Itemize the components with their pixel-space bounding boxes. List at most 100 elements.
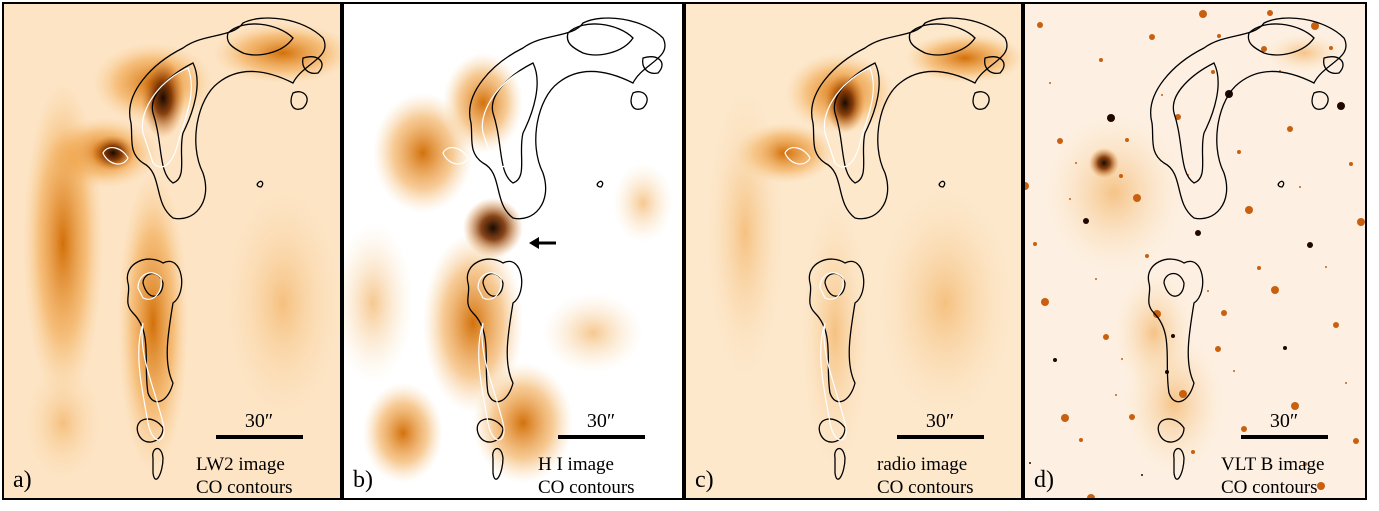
star [1103,334,1109,340]
star [1257,266,1261,270]
star [1287,126,1293,132]
emission [333,223,413,383]
panel-label: a) [13,467,32,493]
emission [223,183,343,423]
panel: 30″ b) H I imageCO contours [333,3,683,499]
panel-image [3,3,353,499]
star [1095,278,1097,280]
figure: 30″a)LW2 imageCO contours30″b)H I imageC… [0,0,1379,506]
scale-bar-label: 30″ [245,410,273,432]
star [1267,10,1273,16]
emission [1044,113,1184,273]
star [1217,34,1221,38]
emission [1264,33,1344,73]
star [1075,162,1077,164]
star [1161,94,1163,96]
emission [905,33,1025,83]
star [1337,102,1345,110]
star [1107,114,1115,122]
star [1079,438,1083,442]
star [1299,186,1301,188]
star [1345,382,1347,384]
panel-label: b) [353,467,373,493]
star [1261,46,1267,52]
star [1349,162,1353,166]
star [1325,266,1327,268]
star [1133,194,1141,202]
star [1195,230,1201,236]
star [1145,254,1149,258]
star [1211,70,1215,74]
star [1141,474,1143,476]
star [1215,346,1221,352]
panel: 30″ d) VLT B imageCO contours [1021,2,1366,502]
star [1237,150,1241,154]
star [1283,346,1287,350]
emission [23,83,103,403]
emission [543,293,643,373]
star [1329,46,1333,50]
star [1317,482,1325,490]
star [1083,218,1089,224]
star [1245,206,1253,214]
panel-image [1021,2,1366,502]
caption-line: CO contours [1221,477,1318,498]
caption-line: CO contours [538,477,635,498]
star [1171,334,1175,338]
star [1057,138,1063,144]
star [1191,450,1195,454]
caption-line: CO contours [877,477,974,498]
star [1353,438,1359,444]
star [1029,462,1031,464]
star [1333,322,1339,328]
panel-image [333,3,683,499]
emission [800,193,870,473]
star [1115,394,1117,396]
star [1199,10,1207,18]
emission [613,163,673,243]
scale-bar-label: 30″ [926,410,954,432]
star [1033,242,1037,246]
caption-line: CO contours [196,477,293,498]
emission [705,83,785,383]
emission [118,173,188,473]
star [1049,82,1051,84]
star [1207,290,1209,292]
star [1037,22,1043,28]
star [1069,198,1071,200]
star [1221,310,1227,316]
star [1291,402,1299,410]
emission [363,383,443,483]
caption-line: LW2 image [196,454,285,475]
star [1129,414,1135,420]
star [1307,242,1313,248]
scale-bar-label: 30″ [1270,410,1298,432]
emission [1089,148,1119,178]
star [1053,358,1057,362]
star [1271,286,1279,294]
star [1099,58,1103,62]
panel-label: d) [1034,467,1054,493]
caption-line: H I image [538,454,614,475]
caption-line: VLT B image [1221,454,1324,475]
emission [373,93,473,213]
star [1119,174,1123,178]
emission [23,363,103,483]
star [1121,358,1123,360]
emission [875,183,1015,423]
star [1179,390,1187,398]
panel-image [685,3,1025,499]
panel-label: c) [695,467,714,493]
scale-bar-label: 30″ [587,410,615,432]
star [1241,426,1247,432]
star [1125,138,1129,142]
star [1061,414,1069,422]
star [1233,370,1235,372]
emission [141,58,185,138]
star [1357,218,1365,226]
caption-line: radio image [877,454,967,475]
star [1149,34,1155,40]
star [1041,298,1049,306]
